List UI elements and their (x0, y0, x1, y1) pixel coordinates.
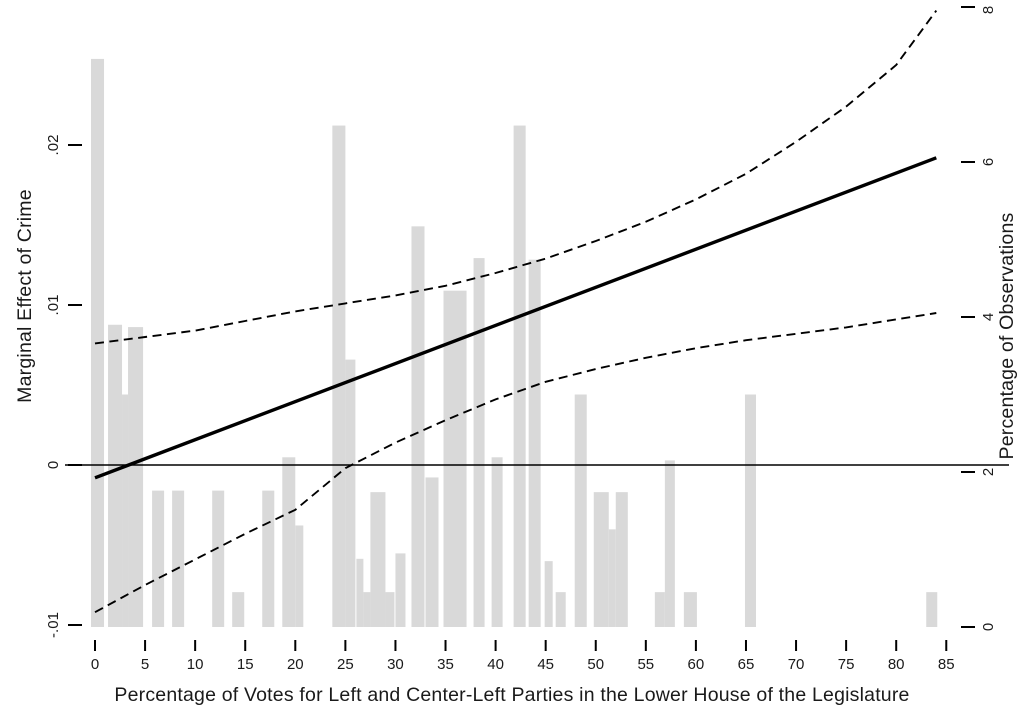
histogram-bar (370, 492, 386, 627)
x-tick-label: 55 (637, 656, 654, 673)
x-tick-label: 45 (537, 656, 554, 673)
y-right-tick-label: 0 (980, 623, 997, 631)
ci-lower-line (94, 312, 937, 614)
histogram-bar (443, 290, 467, 627)
x-tick-label: 40 (487, 656, 504, 673)
histogram-bar (574, 394, 587, 627)
histogram-bar (608, 529, 616, 627)
x-tick-label: 25 (337, 656, 354, 673)
x-tick-label: 60 (688, 656, 705, 673)
histogram-bar (615, 492, 628, 627)
histogram-bar (473, 258, 485, 627)
x-tick-label: 15 (237, 656, 254, 673)
x-tick-label: 80 (888, 656, 905, 673)
marginal-effect-line (94, 156, 937, 480)
histogram-bar (744, 394, 756, 627)
histogram-bar (411, 226, 425, 627)
histogram-bar (232, 592, 245, 627)
histogram-bar (363, 592, 371, 627)
histogram-bar (395, 553, 406, 627)
y-right-axis-title: Percentage of Observations (996, 212, 1018, 460)
histogram-bar (544, 561, 553, 627)
y-right-tick-label: 2 (980, 468, 997, 476)
y-left-tick-label: .01 (45, 295, 62, 316)
histogram-bar (282, 457, 296, 627)
y-left-tick-label: -.01 (45, 612, 62, 638)
ci-upper-line (94, 10, 938, 345)
x-tick-label: 75 (838, 656, 855, 673)
histogram-bar (926, 592, 938, 627)
histogram-bar (122, 394, 129, 627)
histogram-bar (332, 125, 346, 627)
histogram-bar (513, 125, 526, 627)
histogram-bar (356, 558, 364, 627)
y-left-tick-label: 0 (45, 461, 62, 469)
x-tick-label: 35 (437, 656, 454, 673)
histogram-bar (683, 592, 697, 627)
histogram-bar (108, 324, 123, 627)
y-right-tick-label: 8 (980, 6, 997, 14)
x-tick-label: 30 (387, 656, 404, 673)
y-right-tick-label: 4 (980, 313, 997, 321)
histogram-bar (555, 592, 566, 627)
histogram-bar (385, 592, 395, 627)
histogram-bar (152, 490, 165, 627)
histogram-bar (345, 359, 356, 627)
x-tick-label: 5 (141, 656, 149, 673)
histogram-bar (664, 460, 675, 627)
histogram-bar (262, 490, 275, 627)
histogram-bar (593, 492, 609, 627)
x-tick-label: 65 (738, 656, 755, 673)
x-tick-label: 10 (187, 656, 204, 673)
histogram-bar (128, 327, 144, 627)
histogram-bar (528, 259, 541, 627)
x-tick-label: 20 (287, 656, 304, 673)
x-tick-label: 70 (788, 656, 805, 673)
histogram-bar (491, 457, 503, 627)
histogram-bar (212, 490, 225, 627)
y-right-tick-label: 6 (980, 158, 997, 166)
x-tick-label: 85 (938, 656, 955, 673)
y-left-axis-title: Marginal Effect of Crime (14, 189, 36, 403)
histogram-bar (654, 592, 665, 627)
y-left-tick-label: .02 (45, 135, 62, 156)
x-axis-title: Percentage of Votes for Left and Center-… (114, 684, 910, 706)
x-tick-label: 50 (587, 656, 604, 673)
x-tick-label: 0 (91, 656, 99, 673)
histogram-bar (295, 525, 304, 627)
histogram-bar (425, 477, 439, 627)
histogram-bar (172, 490, 185, 627)
